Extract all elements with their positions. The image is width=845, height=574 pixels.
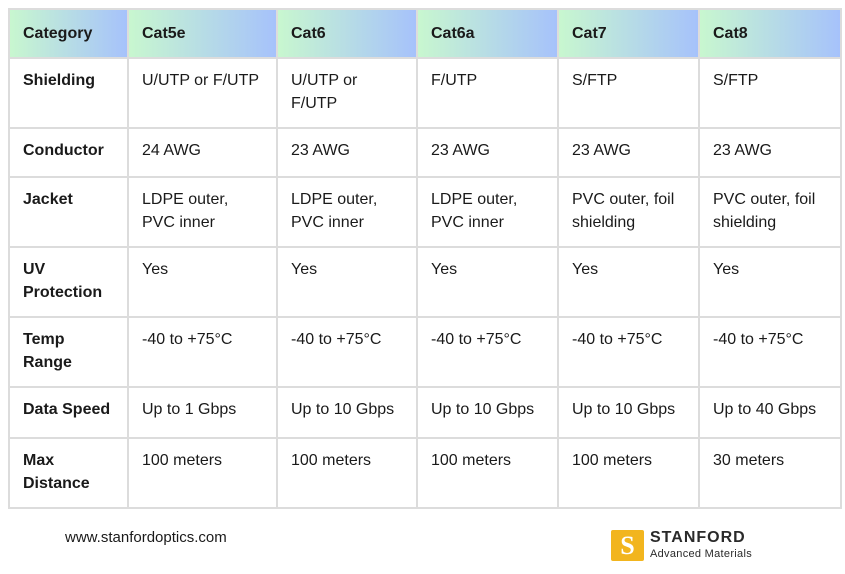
comparison-table: Category Cat5e Cat6 Cat6a Cat7 Cat8 Shie… (8, 8, 842, 509)
table-cell: Yes (557, 246, 700, 318)
table-cell: Up to 10 Gbps (416, 386, 559, 439)
row-label: Max Distance (8, 437, 129, 509)
table-cell: 23 AWG (416, 127, 559, 178)
table-row: Conductor 24 AWG 23 AWG 23 AWG 23 AWG 23… (8, 127, 842, 178)
table-cell: U/UTP or F/UTP (127, 57, 278, 129)
row-label: Shielding (8, 57, 129, 129)
website-url: www.stanfordoptics.com (65, 529, 227, 546)
table-cell: 24 AWG (127, 127, 278, 178)
table-cell: Up to 1 Gbps (127, 386, 278, 439)
table-cell: 100 meters (276, 437, 418, 509)
header-cat8: Cat8 (698, 8, 842, 59)
table-cell: 100 meters (416, 437, 559, 509)
logo-name: STANFORD (650, 529, 746, 546)
table-cell: Yes (698, 246, 842, 318)
table-row: Max Distance 100 meters 100 meters 100 m… (8, 437, 842, 509)
table-cell: LDPE outer, PVC inner (276, 176, 418, 248)
table-cell: 30 meters (698, 437, 842, 509)
table-cell: Up to 10 Gbps (276, 386, 418, 439)
table-cell: -40 to +75°C (276, 316, 418, 388)
table-cell: Up to 40 Gbps (698, 386, 842, 439)
table-cell: PVC outer, foil shielding (557, 176, 700, 248)
row-label: Conductor (8, 127, 129, 178)
row-label: UV Protection (8, 246, 129, 318)
table-row: UV Protection Yes Yes Yes Yes Yes (8, 246, 842, 318)
table-cell: -40 to +75°C (127, 316, 278, 388)
table-cell: 23 AWG (698, 127, 842, 178)
header-cat6: Cat6 (276, 8, 418, 59)
table-cell: S/FTP (698, 57, 842, 129)
table-cell: 100 meters (557, 437, 700, 509)
table-row: Jacket LDPE outer, PVC inner LDPE outer,… (8, 176, 842, 248)
logo-s-icon: S (611, 530, 644, 561)
table-cell: Yes (416, 246, 559, 318)
table-cell: -40 to +75°C (557, 316, 700, 388)
table-cell: F/UTP (416, 57, 559, 129)
table-cell: 23 AWG (276, 127, 418, 178)
table-header-row: Category Cat5e Cat6 Cat6a Cat7 Cat8 (8, 8, 842, 59)
stanford-logo: S STANFORD Advanced Materials (611, 529, 791, 563)
table-cell: PVC outer, foil shielding (698, 176, 842, 248)
table-cell: S/FTP (557, 57, 700, 129)
table-row: Shielding U/UTP or F/UTP U/UTP or F/UTP … (8, 57, 842, 129)
table-cell: -40 to +75°C (416, 316, 559, 388)
table-cell: 23 AWG (557, 127, 700, 178)
table-cell: U/UTP or F/UTP (276, 57, 418, 129)
table-cell: -40 to +75°C (698, 316, 842, 388)
table-cell: 100 meters (127, 437, 278, 509)
table-cell: Yes (276, 246, 418, 318)
header-category: Category (8, 8, 129, 59)
table-cell: LDPE outer, PVC inner (416, 176, 559, 248)
table-cell: Up to 10 Gbps (557, 386, 700, 439)
header-cat7: Cat7 (557, 8, 700, 59)
table-cell: LDPE outer, PVC inner (127, 176, 278, 248)
header-cat6a: Cat6a (416, 8, 559, 59)
row-label: Data Speed (8, 386, 129, 439)
table-cell: Yes (127, 246, 278, 318)
row-label: Temp Range (8, 316, 129, 388)
row-label: Jacket (8, 176, 129, 248)
table-row: Data Speed Up to 1 Gbps Up to 10 Gbps Up… (8, 386, 842, 439)
table-row: Temp Range -40 to +75°C -40 to +75°C -40… (8, 316, 842, 388)
logo-subtitle: Advanced Materials (650, 548, 753, 560)
header-cat5e: Cat5e (127, 8, 278, 59)
